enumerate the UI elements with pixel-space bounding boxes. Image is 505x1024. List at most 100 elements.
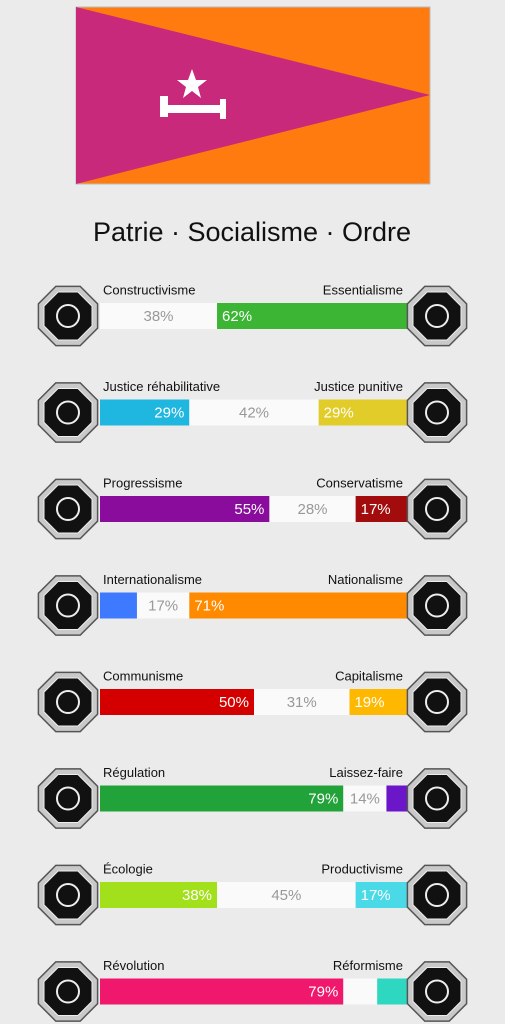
- axis-icon: [37, 382, 99, 443]
- axis-icon: [37, 575, 99, 636]
- icon-face: [412, 677, 462, 727]
- icon-face: [43, 774, 93, 823]
- right-label: Nationalisme: [328, 572, 403, 587]
- left-label: Écologie: [103, 861, 153, 876]
- axis-icon: [37, 285, 99, 347]
- icon-motif: [56, 304, 80, 328]
- title: Patrie · Socialisme · Ordre: [93, 217, 411, 247]
- bar-segment: [189, 399, 319, 426]
- segment-label: 29%: [324, 404, 354, 421]
- bar-segment: [100, 785, 344, 812]
- bar-segment: [254, 689, 350, 715]
- axis-icon: [37, 671, 99, 733]
- icon-face: [412, 581, 462, 630]
- bar-segment: [100, 303, 218, 329]
- bar-segment: [355, 496, 408, 522]
- bar-segment: [100, 689, 254, 715]
- segment-label: 17%: [361, 887, 391, 904]
- axis-icon: [406, 575, 468, 636]
- flag-star: [177, 69, 207, 98]
- bar-segment: [355, 882, 408, 908]
- icon-face: [412, 967, 462, 1016]
- icon-face: [43, 291, 93, 341]
- axis-icon: [406, 864, 468, 926]
- axis-icon: [37, 478, 99, 540]
- icon-motif: [425, 690, 449, 714]
- left-label: Internationalisme: [103, 572, 202, 587]
- right-label: Essentialisme: [323, 282, 403, 297]
- left-label: Révolution: [103, 958, 164, 973]
- bar-segment: [377, 978, 408, 1005]
- flag-triangle: [76, 7, 430, 184]
- segment-label: 31%: [287, 694, 317, 711]
- icon-motif: [425, 883, 449, 907]
- bar-segment: [100, 399, 190, 426]
- bar-segment: [343, 978, 378, 1005]
- icon-face: [43, 870, 93, 920]
- icon-face: [43, 581, 93, 630]
- segment-label: 14%: [350, 790, 380, 807]
- bar-segment: [100, 882, 218, 908]
- bar-segment: [269, 496, 356, 522]
- icon-face: [43, 484, 93, 534]
- icon-motif: [56, 400, 80, 425]
- right-label: Laissez-faire: [329, 765, 403, 780]
- segment-label: 17%: [361, 501, 391, 518]
- right-label: Justice punitive: [314, 379, 403, 394]
- bar-segment: [217, 303, 408, 329]
- bar-segment: [100, 978, 344, 1005]
- segment-label: 45%: [271, 887, 301, 904]
- icon-face: [412, 484, 462, 534]
- icon-motif: [56, 883, 80, 907]
- icon-motif: [56, 786, 80, 811]
- bar-segment: [100, 496, 270, 522]
- icon-motif: [425, 497, 449, 521]
- segment-label: 79%: [308, 790, 338, 807]
- segment-label: 50%: [219, 694, 249, 711]
- icon-face: [412, 291, 462, 341]
- icon-motif: [56, 979, 80, 1004]
- bar-segment: [318, 399, 408, 426]
- left-label: Constructivisme: [103, 282, 195, 297]
- icon-motif: [56, 497, 80, 521]
- icon-motif: [425, 593, 449, 618]
- segment-label: 42%: [239, 404, 269, 421]
- icon-face: [43, 677, 93, 727]
- icon-face: [43, 967, 93, 1016]
- icon-face: [412, 774, 462, 823]
- flag-hammer: [160, 96, 226, 119]
- segment-label: 38%: [144, 308, 174, 325]
- bar-segment: [349, 689, 408, 715]
- axis-icon: [37, 864, 99, 926]
- flag: [75, 6, 431, 185]
- icon-motif: [425, 786, 449, 811]
- icon-motif: [425, 304, 449, 328]
- segment-label: 19%: [354, 694, 384, 711]
- segment-label: 29%: [154, 404, 184, 421]
- axis-icon: [406, 285, 468, 347]
- segment-label: 55%: [234, 501, 264, 518]
- right-label: Conservatisme: [316, 475, 403, 490]
- left-label: Régulation: [103, 765, 165, 780]
- icon-face: [43, 388, 93, 437]
- icon-face: [412, 388, 462, 437]
- icon-motif: [56, 593, 80, 618]
- segment-label: 71%: [194, 597, 224, 614]
- left-label: Justice réhabilitative: [103, 379, 220, 394]
- right-label: Productivisme: [321, 861, 403, 876]
- axis-icon: [37, 961, 99, 1022]
- axis-icon: [406, 382, 468, 443]
- right-label: Capitalisme: [335, 668, 403, 683]
- axis-icon: [406, 961, 468, 1022]
- axis-icon: [37, 768, 99, 829]
- icon-face: [412, 870, 462, 920]
- icon-motif: [425, 979, 449, 1004]
- segment-label: 79%: [308, 983, 338, 1000]
- bar-segment: [100, 592, 137, 619]
- icon-motif: [56, 690, 80, 714]
- bar-segment: [386, 785, 408, 812]
- segment-label: 28%: [298, 501, 328, 518]
- left-label: Progressisme: [103, 475, 182, 490]
- left-label: Communisme: [103, 668, 183, 683]
